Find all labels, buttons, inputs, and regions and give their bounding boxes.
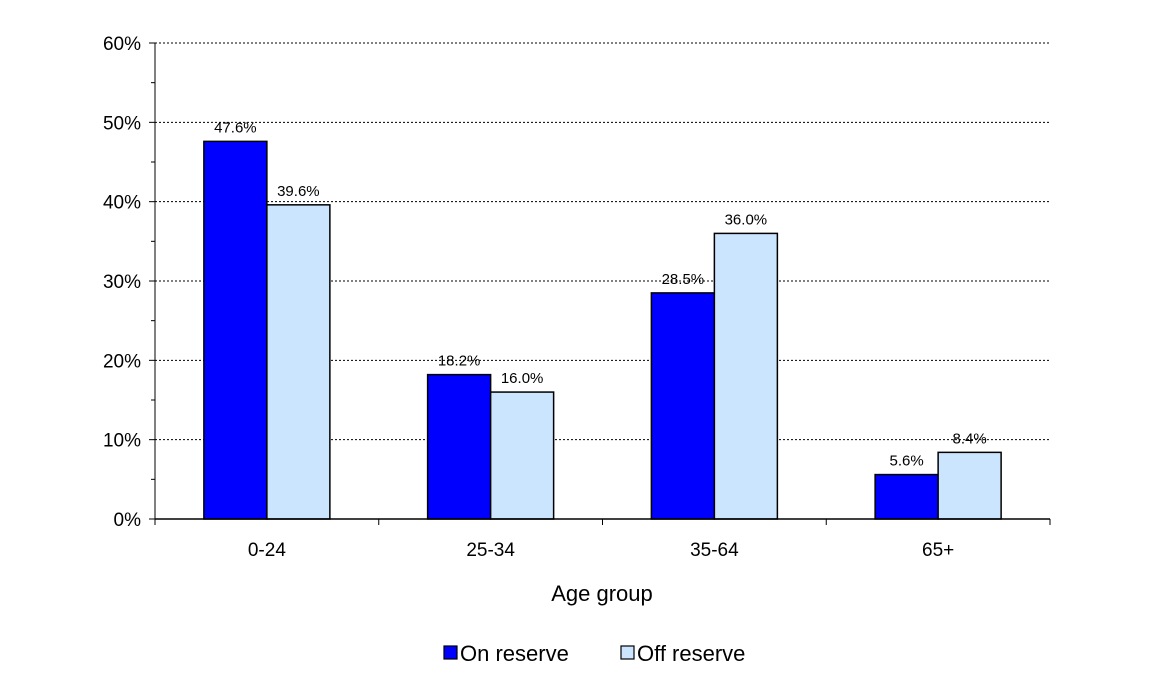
y-axis: 0% 10% 20% 30% 40% 50% 60% xyxy=(103,34,156,531)
legend-swatch xyxy=(443,645,458,660)
x-tick-label: 35-64 xyxy=(690,540,739,561)
y-tick-label: 10% xyxy=(103,431,141,452)
legend-swatch xyxy=(620,645,635,660)
bar xyxy=(650,292,716,520)
bars: 47.6% 39.6% 18.2% 16.0% 28.5% 36.0% 5.6% 8.4% xyxy=(203,119,1002,520)
y-tick-label: 30% xyxy=(103,272,141,293)
x-tick-label: 25-34 xyxy=(466,540,515,561)
y-tick-label: 60% xyxy=(103,34,141,55)
data-label: 8.4% xyxy=(953,430,987,447)
x-tick-label: 65+ xyxy=(922,540,954,561)
data-label: 16.0% xyxy=(501,370,544,387)
data-label: 39.6% xyxy=(277,183,320,200)
legend: On reserve Off reserve xyxy=(443,641,745,666)
bar xyxy=(426,373,492,520)
data-label: 5.6% xyxy=(890,453,924,470)
bar xyxy=(266,204,331,520)
bar xyxy=(713,232,779,520)
x-axis: 0-24 25-34 35-64 65+ xyxy=(154,518,1051,561)
legend-label: Off reserve xyxy=(637,641,745,666)
bar xyxy=(874,473,939,520)
legend-label: On reserve xyxy=(460,641,569,666)
bar xyxy=(203,140,268,520)
bar xyxy=(937,451,1002,520)
data-label: 28.5% xyxy=(662,271,705,288)
data-label: 47.6% xyxy=(214,119,257,136)
data-label: 36.0% xyxy=(725,211,768,228)
bar xyxy=(489,391,555,520)
x-axis-title: Age group xyxy=(551,581,653,606)
x-tick-label: 0-24 xyxy=(248,540,286,561)
y-tick-label: 20% xyxy=(103,351,141,372)
y-tick-label: 0% xyxy=(114,510,142,531)
y-tick-label: 40% xyxy=(103,193,141,214)
y-tick-label: 50% xyxy=(103,113,141,134)
data-label: 18.2% xyxy=(438,353,481,370)
